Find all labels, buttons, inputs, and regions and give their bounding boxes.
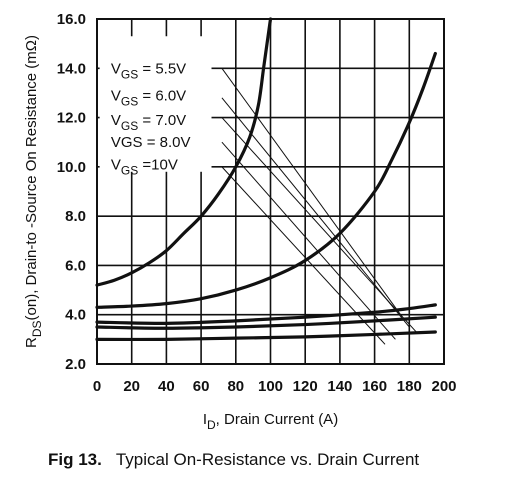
series-line-0 <box>95 17 273 287</box>
y-tick-label: 12.0 <box>57 110 86 127</box>
series-line-3 <box>95 315 437 330</box>
y-axis-label-main: R <box>23 337 40 348</box>
legend-entry-0-part-1: GS <box>121 67 138 81</box>
y-axis-label: RDS(on), Drain-to -Source On Resistance … <box>23 35 44 348</box>
legend-entry-1-part-1: GS <box>121 94 138 108</box>
y-tick-label: 16.0 <box>57 11 86 28</box>
legend-entry-2: VGS = 7.0V <box>111 112 186 133</box>
legend-entry-3: VGS = 8.0V <box>111 134 191 151</box>
legend-entry-4-part-0: V <box>111 156 121 173</box>
x-tick-label: 120 <box>293 378 318 395</box>
figure-caption-text: Typical On-Resistance vs. Drain Current <box>115 450 420 469</box>
x-tick-label: 140 <box>327 378 352 395</box>
x-tick-label: 180 <box>397 378 422 395</box>
x-tick-label: 60 <box>193 378 210 395</box>
y-tick-labels: 2.0 4.0 6.0 8.0 10.0 12.0 14.0 16.0 <box>57 11 86 373</box>
y-tick-label: 14.0 <box>57 60 86 77</box>
legend-entry-2-part-0: V <box>111 112 121 129</box>
y-tick-label: 10.0 <box>57 159 86 176</box>
legend-entry-0: VGS = 5.5V <box>111 60 186 81</box>
x-tick-label: 40 <box>158 378 175 395</box>
legend-entry-3-part-0: VGS = 8.0V <box>111 134 191 151</box>
x-tick-labels: 0 20 40 60 80 100 120 140 160 180 200 <box>93 378 457 395</box>
legend-background <box>99 36 212 172</box>
x-tick-label: 200 <box>431 378 456 395</box>
legend-entry-0-part-2: = 5.5V <box>138 60 186 77</box>
y-tick-label: 6.0 <box>65 257 86 274</box>
series-lines <box>95 17 437 342</box>
leader-line-4 <box>221 166 386 345</box>
figure-number: Fig 13. <box>48 450 102 469</box>
legend-entry-4: VGS =10V <box>111 156 178 177</box>
x-axis-label-sub: D <box>207 418 216 432</box>
legend-entry-4-part-1: GS <box>121 163 138 177</box>
x-tick-label: 0 <box>93 378 101 395</box>
legend-entry-2-part-1: GS <box>121 119 138 133</box>
x-axis-label: ID, Drain Current (A) <box>203 411 338 432</box>
y-tick-label: 8.0 <box>65 208 86 225</box>
y-tick-label: 4.0 <box>65 307 86 324</box>
x-tick-label: 20 <box>123 378 140 395</box>
legend-entry-4-part-2: =10V <box>138 156 178 173</box>
legend-entry-1-part-0: V <box>111 87 121 104</box>
x-axis-label-main: I <box>203 411 207 428</box>
series-line-4 <box>95 330 437 342</box>
legend-entry-0-part-0: V <box>111 60 121 77</box>
plot-frame <box>96 18 445 365</box>
x-axis-label-rest: , Drain Current (A) <box>216 411 339 428</box>
x-tick-label: 160 <box>362 378 387 395</box>
leader-line-1 <box>221 97 410 328</box>
leader-line-0 <box>221 67 403 318</box>
y-axis-label-rest: (on), Drain-to -Source On Resistance (mΩ… <box>23 35 40 320</box>
leader-line-2 <box>221 117 417 333</box>
series-line-2 <box>95 303 437 325</box>
y-tick-label: 2.0 <box>65 356 86 373</box>
legend-entry-2-part-2: = 7.0V <box>138 112 186 129</box>
x-tick-label: 80 <box>227 378 244 395</box>
legend-entry-1: VGS = 6.0V <box>111 87 186 108</box>
series-line-1 <box>95 51 437 309</box>
legend-entry-1-part-2: = 6.0V <box>138 87 186 104</box>
figure-caption: Fig 13. Typical On-Resistance vs. Drain C… <box>48 450 508 470</box>
leader-line-3 <box>221 141 396 340</box>
x-tick-label: 100 <box>258 378 283 395</box>
legend-leader-lines <box>221 67 417 345</box>
y-axis-label-sub: DS <box>30 320 44 337</box>
